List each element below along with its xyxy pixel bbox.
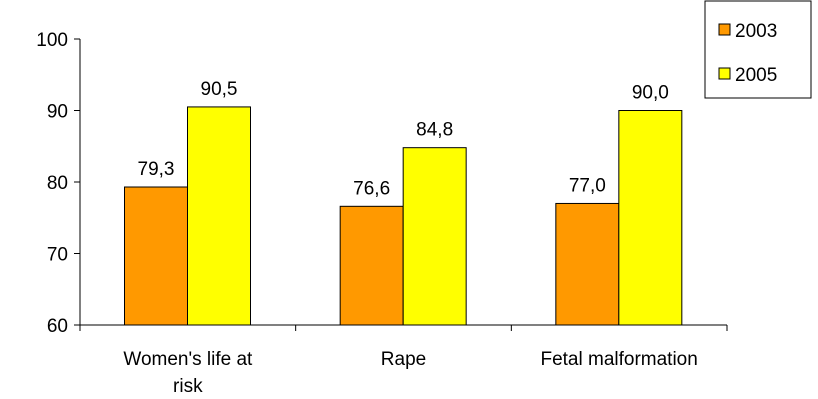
legend-swatch-2003 bbox=[718, 23, 731, 36]
bar-2005-0 bbox=[187, 106, 251, 326]
y-tick-label-100: 100 bbox=[36, 30, 68, 51]
data-label-2005-1: 84,8 bbox=[416, 120, 453, 141]
y-tick-label-60: 60 bbox=[47, 316, 68, 337]
bars-layer bbox=[124, 106, 683, 326]
legend-swatch-2005 bbox=[718, 67, 731, 80]
category-label-0-0: Women's life at bbox=[123, 349, 253, 370]
bar-2003-2 bbox=[555, 202, 620, 326]
data-label-2003-1: 76,6 bbox=[353, 178, 390, 199]
bar-2005-1 bbox=[402, 147, 467, 326]
data-label-2003-0: 79,3 bbox=[138, 159, 175, 180]
bar-2003-1 bbox=[339, 205, 404, 326]
y-tick-label-70: 70 bbox=[47, 245, 68, 266]
data-label-2005-2: 90,0 bbox=[632, 83, 669, 104]
legend-label-2005: 2005 bbox=[735, 65, 777, 86]
labels-layer: 79,3 90,5 Women's life at risk 76,6 84,8 Rape 7… bbox=[36, 30, 698, 397]
bar-2003-0 bbox=[124, 186, 188, 326]
data-label-2003-2: 77,0 bbox=[569, 175, 606, 196]
legend-box bbox=[704, 0, 812, 99]
category-label-1-0: Rape bbox=[381, 349, 426, 370]
legend-label-2003: 2003 bbox=[735, 21, 777, 42]
category-label-2-0: Fetal malformation bbox=[540, 349, 697, 370]
bar-2005-2 bbox=[618, 110, 683, 326]
category-label-0-1: risk bbox=[173, 376, 203, 397]
y-tick-label-90: 90 bbox=[47, 102, 68, 123]
axes-layer bbox=[74, 38, 728, 331]
data-label-2005-0: 90,5 bbox=[201, 79, 238, 100]
legend: 2003 2005 bbox=[704, 0, 812, 99]
y-tick-label-80: 80 bbox=[47, 173, 68, 194]
